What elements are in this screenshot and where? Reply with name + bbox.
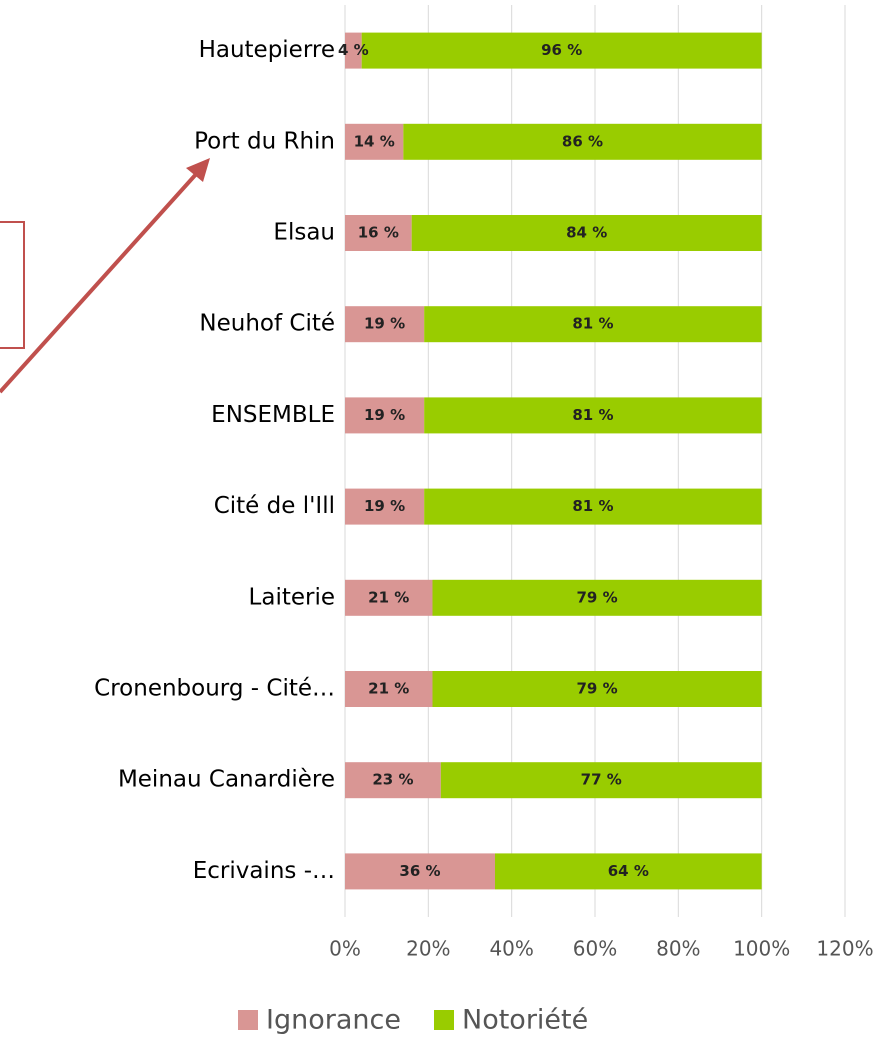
data-label: 21 %	[368, 588, 409, 606]
data-label: 79 %	[577, 680, 618, 698]
annotation-arrow	[0, 170, 200, 394]
bar-segment	[345, 853, 495, 890]
legend-label: Ignorance	[266, 1005, 401, 1036]
bars	[345, 32, 762, 890]
category-label: Port du Rhin	[194, 128, 335, 154]
bar-segment	[345, 215, 412, 251]
bar-segment	[345, 397, 425, 434]
category-label: Neuhof Cité	[199, 311, 335, 337]
x-tick-label: 0%	[329, 937, 361, 961]
category-label: Cronenbourg - Cité…	[94, 676, 335, 702]
bar-segment	[345, 32, 362, 69]
bar-segment	[361, 32, 762, 69]
arrow-head	[186, 158, 210, 182]
bar-segment	[345, 306, 425, 343]
data-label: 23 %	[372, 771, 413, 789]
data-label: 96 %	[541, 41, 582, 59]
bar-segment	[424, 397, 762, 434]
data-label: 4 %	[338, 41, 369, 59]
data-label: 64 %	[608, 862, 649, 880]
category-label: Hautepierre	[199, 37, 335, 63]
data-label: 14 %	[354, 132, 395, 150]
category-label: ENSEMBLE	[211, 402, 335, 428]
data-label: 16 %	[358, 224, 399, 242]
legend-swatch	[434, 1010, 454, 1030]
bar-segment	[345, 671, 433, 707]
data-label: 84 %	[566, 224, 607, 242]
bar-segment	[424, 488, 762, 525]
x-tick-label: 80%	[656, 937, 700, 961]
x-tick-label: 60%	[573, 937, 617, 961]
data-label: 81 %	[572, 406, 613, 424]
bar-segment	[440, 762, 762, 799]
bar-segment	[411, 215, 762, 251]
annotation-box	[0, 221, 25, 349]
bar-segment	[432, 579, 762, 616]
data-label: 79 %	[577, 588, 618, 606]
x-tick-label: 40%	[489, 937, 533, 961]
bar-segment	[424, 306, 762, 343]
legend-label: Notoriété	[462, 1005, 588, 1036]
bar-segment	[345, 579, 433, 616]
bar-segment	[345, 762, 441, 799]
legend-swatch	[238, 1010, 258, 1030]
data-label: 81 %	[572, 315, 613, 333]
data-label: 36 %	[399, 862, 440, 880]
bar-segment	[345, 488, 425, 525]
data-label: 86 %	[562, 132, 603, 150]
category-label: Cité de l'Ill	[214, 493, 335, 519]
data-label: 77 %	[581, 771, 622, 789]
data-label: 21 %	[368, 680, 409, 698]
bar-segment	[403, 123, 762, 160]
data-label: 19 %	[364, 497, 405, 515]
bar-segment	[495, 853, 762, 890]
category-label: Ecrivains -…	[193, 858, 335, 884]
bar-segment	[432, 671, 762, 707]
x-tick-label: 100%	[733, 937, 790, 961]
category-label: Elsau	[273, 220, 335, 246]
category-label: Laiterie	[249, 584, 335, 610]
data-label: 19 %	[364, 406, 405, 424]
x-tick-label: 20%	[406, 937, 450, 961]
data-label: 81 %	[572, 497, 613, 515]
x-tick-label: 120%	[816, 937, 873, 961]
category-label: Meinau Canardière	[118, 767, 335, 793]
bar-segment	[345, 123, 404, 160]
data-label: 19 %	[364, 315, 405, 333]
